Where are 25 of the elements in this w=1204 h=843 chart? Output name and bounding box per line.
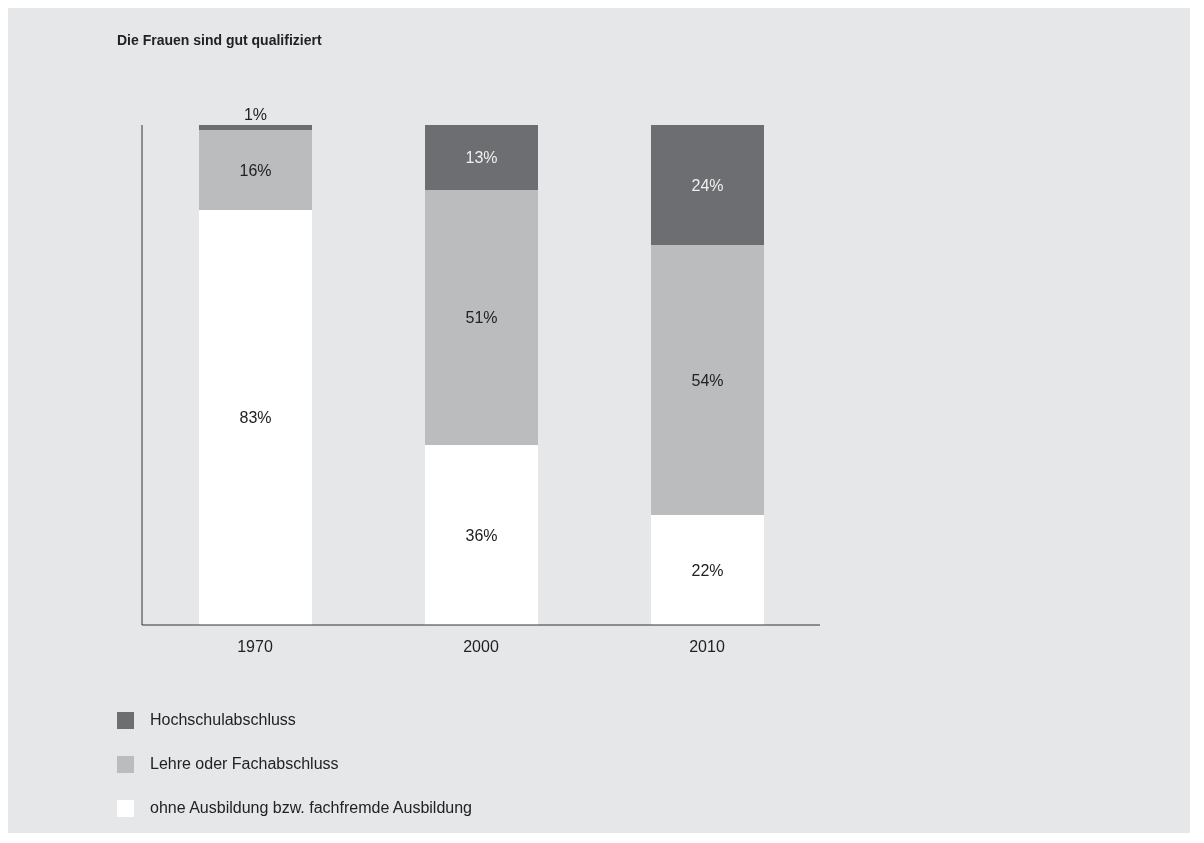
legend-label: Lehre oder Fachabschluss [150,755,339,773]
chart-title: Die Frauen sind gut qualifiziert [117,32,322,48]
x-tick-label: 2000 [463,638,499,656]
bar [199,125,312,130]
bar [651,245,764,515]
bar [651,515,764,625]
data-label: 51% [465,309,498,326]
data-label: 1% [243,106,268,123]
data-label: 22% [691,561,724,579]
bar [199,210,312,625]
data-label: 16% [239,161,272,179]
x-tick-label: 1970 [237,638,273,656]
data-label: 13% [465,149,498,166]
data-label: 36% [465,526,498,544]
data-label: 24% [691,176,724,194]
bar [425,445,538,625]
legend-label: Hochschulabschluss [150,711,296,729]
data-label: 83% [239,409,272,426]
bar [425,190,538,445]
legend-label: ohne Ausbildung bzw. fachfremde Ausbildung [150,799,473,817]
x-tick-label: 2010 [689,638,725,656]
data-label: 54% [691,371,724,389]
bar [425,125,538,190]
bar [199,130,312,210]
bar [651,125,764,245]
